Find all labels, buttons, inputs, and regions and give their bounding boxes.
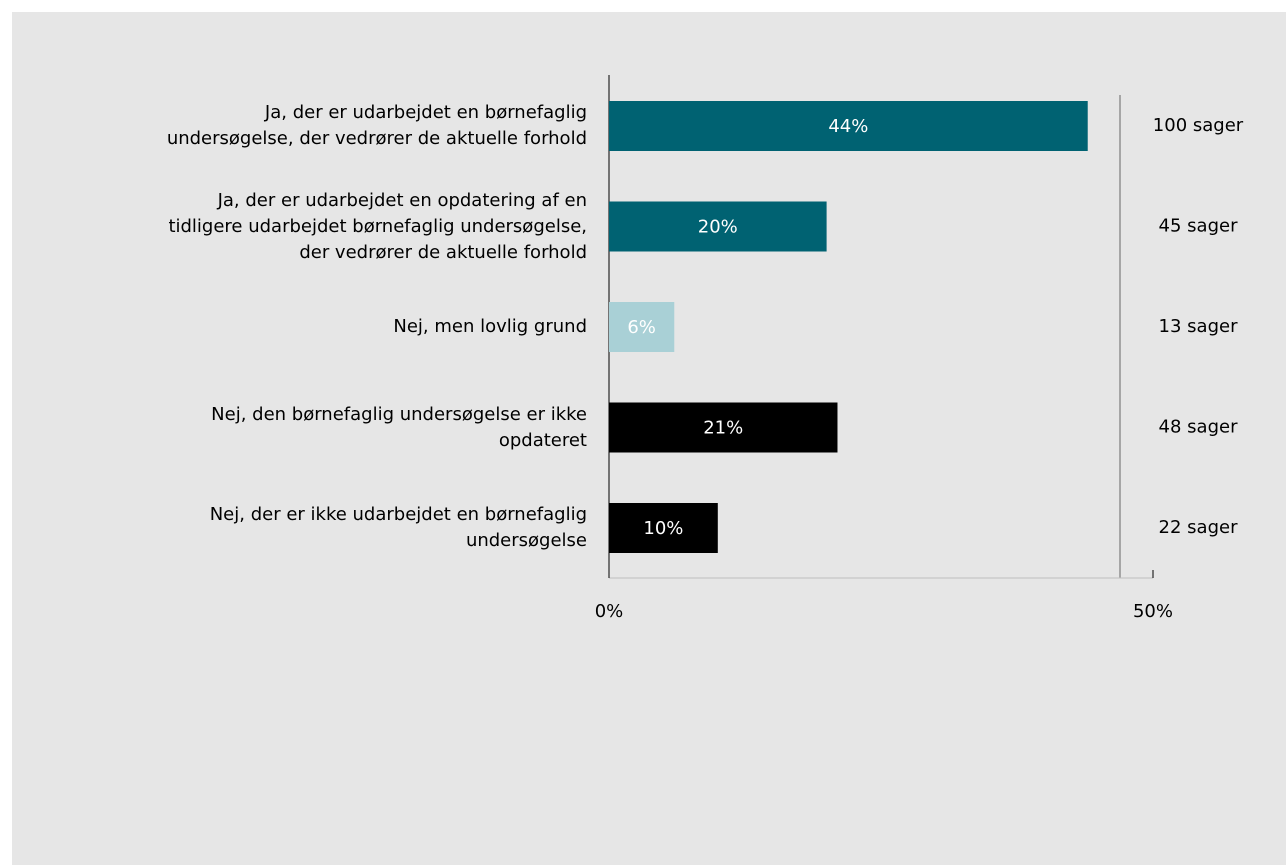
category-label: Ja, der er udarbejdet en opdatering af e… [168,189,587,263]
bar [609,302,675,352]
bar [609,101,1088,151]
bar-value-label: 20% [698,217,738,238]
category-label: Ja, der er udarbejdet en børnefaglig und… [166,102,587,149]
bar [609,503,718,553]
bar-value-label: 21% [703,418,743,439]
category-label: Nej, den børnefaglig undersøgelse er ikk… [211,403,587,451]
case-count: 45 sager [1159,216,1239,237]
case-count: 13 sager [1159,316,1239,337]
category-label: Nej, men lovlig grund [393,316,587,337]
x-tick-label: 50% [1133,601,1173,622]
bar [609,201,827,252]
case-count: 48 sager [1159,417,1239,438]
bar-value-label: 10% [643,518,683,539]
x-tick-label: 0% [595,601,624,622]
bar-value-label: 6% [627,317,656,338]
case-count: 22 sager [1159,517,1239,538]
category-label: Nej, der er ikke udarbejdet en børnefagl… [209,504,587,551]
bar [609,402,838,453]
bar-value-label: 44% [828,116,868,137]
case-count: 100 sager [1153,115,1244,136]
